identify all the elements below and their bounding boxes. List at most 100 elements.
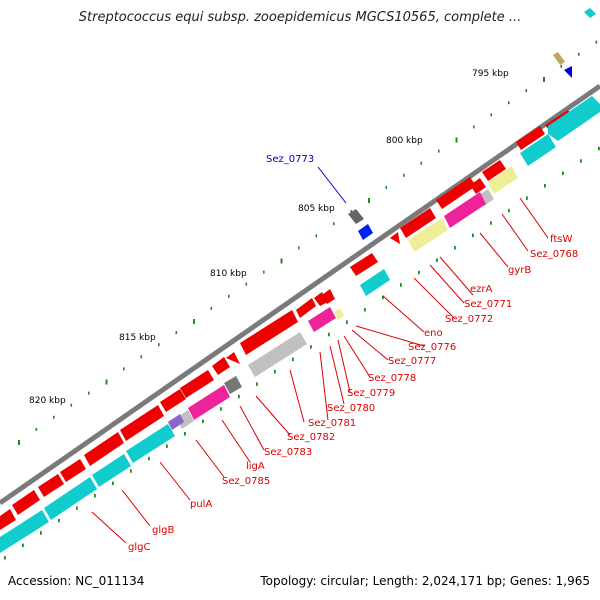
gene-label-liga[interactable]: ligA — [246, 461, 265, 472]
gene-cyan-6[interactable] — [44, 477, 97, 520]
scale-tick — [455, 137, 458, 143]
track-tick — [58, 518, 60, 523]
gene-red-21[interactable] — [12, 490, 40, 515]
gene-cyan-7[interactable] — [0, 510, 49, 553]
scale-tick — [263, 270, 265, 274]
scale-ticks — [4, 40, 600, 560]
gene-magenta-1[interactable] — [444, 192, 486, 228]
gene-red-13[interactable] — [226, 352, 240, 364]
gene-red-20[interactable] — [38, 474, 64, 497]
track-tick — [382, 295, 384, 300]
gene-label-pula[interactable]: pulA — [190, 499, 212, 510]
gene-red-7[interactable] — [390, 232, 400, 244]
track-tick — [472, 233, 474, 238]
track-tick — [202, 419, 204, 424]
gene-feature-gray-0773[interactable] — [348, 209, 364, 224]
gene-red-6[interactable] — [400, 208, 436, 238]
gene-red-17[interactable] — [120, 405, 164, 441]
gene-red-10[interactable] — [322, 289, 335, 304]
gene-red-4[interactable] — [436, 177, 476, 209]
gene-yellow-1[interactable] — [488, 166, 518, 194]
gene-cyan-2[interactable] — [520, 134, 556, 166]
gene-label-ftsw[interactable]: ftsW — [550, 234, 572, 245]
gene-label-ezra[interactable]: ezrA — [470, 284, 493, 295]
gene-red-16[interactable] — [160, 389, 186, 412]
track-tick — [508, 208, 510, 213]
track-tick — [364, 308, 366, 312]
gene-label-sez-0773[interactable]: Sez_0773 — [266, 154, 314, 165]
gene-label-sez-0772[interactable]: Sez_0772 — [445, 314, 493, 325]
gene-label-sez-0781[interactable]: Sez_0781 — [308, 418, 356, 429]
track-tick — [292, 357, 294, 362]
gene-label-glgb[interactable]: glgB — [152, 525, 174, 536]
scale-tick — [560, 64, 563, 68]
gene-label-sez-0778[interactable]: Sez_0778 — [368, 373, 416, 384]
gene-feature-top-cyan[interactable] — [584, 8, 596, 18]
gene-label-sez-0771[interactable]: Sez_0771 — [464, 299, 512, 310]
gene-cyan-3[interactable] — [360, 269, 390, 296]
gene-red-12[interactable] — [240, 310, 298, 355]
gene-red-11[interactable] — [296, 298, 316, 318]
gene-red-5[interactable] — [470, 178, 486, 194]
scale-tick — [420, 161, 423, 165]
scale-tick — [88, 391, 90, 395]
gene-label-sez-0785[interactable]: Sez_0785 — [222, 476, 270, 487]
scale-tick — [158, 343, 160, 347]
track-tick — [40, 531, 42, 535]
gene-label-sez-0779[interactable]: Sez_0779 — [347, 388, 395, 399]
scale-tick — [175, 331, 178, 335]
scale-tick — [53, 415, 55, 419]
gene-labels: Sez_0773 ftsW Sez_0768 gyrB ezrA Sez_077… — [128, 154, 578, 553]
gene-red-19[interactable] — [60, 459, 86, 482]
gene-feature-top-yellow[interactable] — [553, 52, 565, 65]
gene-red-3[interactable] — [482, 160, 506, 181]
gene-feature-blue-0773[interactable] — [358, 224, 373, 240]
gene-red-18[interactable] — [84, 432, 124, 466]
track-tick — [490, 221, 492, 225]
track-tick — [328, 332, 330, 337]
gene-red-22[interactable] — [0, 509, 16, 530]
gene-cyan-4[interactable] — [126, 424, 175, 463]
gene-red-1[interactable] — [516, 126, 545, 150]
gene-cyan-1[interactable] — [548, 96, 600, 141]
gene-label-sez-0776[interactable]: Sez_0776 — [408, 342, 456, 353]
gene-label-sez-0782[interactable]: Sez_0782 — [287, 432, 335, 443]
gene-label-sez-0783[interactable]: Sez_0783 — [264, 447, 312, 458]
gene-cyan-5[interactable] — [92, 454, 131, 487]
track-tick — [598, 146, 600, 151]
gene-label-sez-0777[interactable]: Sez_0777 — [388, 356, 436, 367]
scale-tick — [193, 319, 195, 324]
gene-red-9[interactable] — [314, 292, 328, 306]
track-tick — [400, 283, 402, 287]
gene-feature-top-blue[interactable] — [564, 66, 572, 78]
gene-label-eno[interactable]: eno — [424, 328, 443, 339]
scale-tick — [35, 427, 38, 431]
gene-red-15[interactable] — [180, 370, 214, 398]
gene-red-14[interactable] — [212, 357, 230, 375]
scale-tick — [228, 294, 230, 298]
scale-tick — [525, 89, 528, 93]
gene-yellow-2[interactable] — [408, 218, 448, 252]
gene-label-gyrb[interactable]: gyrB — [508, 265, 531, 276]
gene-magenta-3[interactable] — [188, 385, 230, 420]
accession-text: Accession: NC_011134 — [8, 574, 145, 588]
gene-yellow-3[interactable] — [334, 308, 344, 320]
gene-magenta-2[interactable] — [308, 307, 336, 332]
scale-tick — [438, 149, 440, 153]
track-tick — [454, 246, 456, 250]
track-tick — [4, 556, 6, 560]
gene-gray-dark-1[interactable] — [224, 376, 242, 394]
gene-label-sez-0780[interactable]: Sez_0780 — [327, 403, 375, 414]
gene-label-glgc[interactable]: glgC — [128, 542, 150, 553]
scale-label-800: 800 kbp — [386, 136, 423, 146]
gene-gray-2[interactable] — [248, 332, 307, 377]
gene-label-sez-0768[interactable]: Sez_0768 — [530, 249, 578, 260]
track-tick — [274, 370, 276, 374]
label-leaders — [91, 166, 549, 544]
scale-tick — [578, 52, 580, 56]
scale-tick — [508, 101, 510, 105]
gene-purple-1[interactable] — [168, 414, 184, 430]
gene-red-8[interactable] — [350, 253, 378, 276]
